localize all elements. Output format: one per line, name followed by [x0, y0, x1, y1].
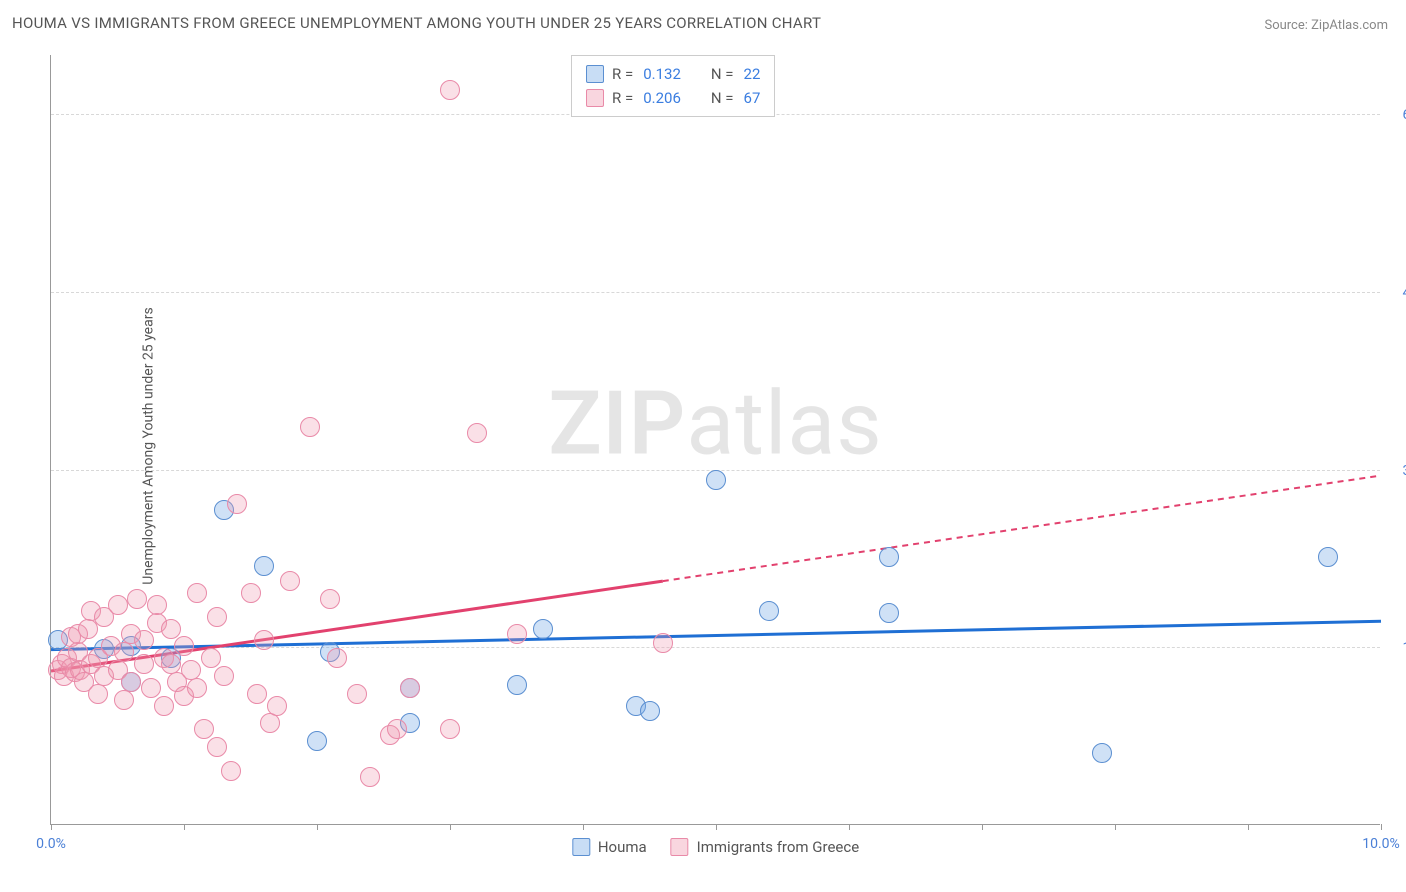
x-tick [849, 824, 850, 830]
data-point [187, 678, 207, 698]
data-point [653, 633, 673, 653]
data-point [400, 678, 420, 698]
chart-title: HOUMA VS IMMIGRANTS FROM GREECE UNEMPLOY… [12, 14, 821, 32]
data-point [147, 595, 167, 615]
data-point [141, 678, 161, 698]
data-point [706, 470, 726, 490]
data-point [114, 690, 134, 710]
x-tick-label: 0.0% [36, 836, 66, 852]
data-point [360, 767, 380, 787]
legend-label-greece: Immigrants from Greece [697, 838, 860, 856]
legend-R-houma: 0.132 [643, 65, 681, 83]
data-point [440, 80, 460, 100]
data-point [207, 737, 227, 757]
data-point [114, 642, 134, 662]
data-point [1092, 743, 1112, 763]
data-point [134, 630, 154, 650]
legend-row-houma: R = 0.132 N = 22 [586, 62, 760, 86]
data-point [194, 719, 214, 739]
data-point [154, 696, 174, 716]
x-tick [184, 824, 185, 830]
x-tick [982, 824, 983, 830]
data-point [440, 719, 460, 739]
swatch-pink [586, 89, 604, 107]
data-point [320, 589, 340, 609]
legend-N-label: N = [711, 65, 734, 83]
data-point [1318, 547, 1338, 567]
data-point [88, 684, 108, 704]
data-point [254, 556, 274, 576]
legend-label-houma: Houma [598, 838, 647, 856]
x-tick [716, 824, 717, 830]
data-point [134, 654, 154, 674]
trend-line-projected [663, 476, 1381, 582]
y-tick-label: 45.0% [1388, 285, 1406, 301]
x-tick [450, 824, 451, 830]
data-point [121, 672, 141, 692]
x-tick [1248, 824, 1249, 830]
legend-item-greece: Immigrants from Greece [671, 838, 860, 856]
data-point [161, 619, 181, 639]
x-tick [1115, 824, 1116, 830]
data-point [247, 684, 267, 704]
legend-R-greece: 0.206 [643, 89, 681, 107]
trend-line [51, 621, 1381, 649]
data-point [254, 630, 274, 650]
x-tick [51, 824, 52, 830]
trend-lines [51, 55, 1380, 824]
swatch-blue [586, 65, 604, 83]
swatch-blue-icon [572, 838, 590, 856]
data-point [507, 624, 527, 644]
data-point [267, 696, 287, 716]
data-point [347, 684, 367, 704]
legend-correlation: R = 0.132 N = 22 R = 0.206 N = 67 [571, 55, 775, 117]
data-point [300, 417, 320, 437]
data-point [640, 701, 660, 721]
legend-N-houma: 22 [744, 65, 761, 83]
data-point [241, 583, 261, 603]
x-tick-label: 10.0% [1362, 836, 1400, 852]
data-point [187, 583, 207, 603]
x-tick [317, 824, 318, 830]
legend-item-houma: Houma [572, 838, 647, 856]
data-point [227, 494, 247, 514]
swatch-pink-icon [671, 838, 689, 856]
y-tick-label: 15.0% [1388, 640, 1406, 656]
data-point [759, 601, 779, 621]
data-point [207, 607, 227, 627]
chart-container: HOUMA VS IMMIGRANTS FROM GREECE UNEMPLOY… [0, 0, 1406, 892]
data-point [507, 675, 527, 695]
y-tick-label: 30.0% [1388, 463, 1406, 479]
plot-area: ZIPatlas 15.0%30.0%45.0%60.0% 0.0%10.0% … [50, 55, 1380, 825]
data-point [201, 648, 221, 668]
data-point [327, 648, 347, 668]
legend-row-greece: R = 0.206 N = 67 [586, 86, 760, 110]
data-point [174, 636, 194, 656]
data-point [307, 731, 327, 751]
legend-R-label: R = [612, 65, 633, 83]
data-point [221, 761, 241, 781]
data-point [108, 595, 128, 615]
source-label: Source: ZipAtlas.com [1264, 18, 1388, 33]
data-point [214, 666, 234, 686]
x-tick [1381, 824, 1382, 830]
data-point [260, 713, 280, 733]
data-point [533, 619, 553, 639]
legend-N-greece: 67 [744, 89, 761, 107]
data-point [879, 603, 899, 623]
y-tick-label: 60.0% [1388, 107, 1406, 123]
data-point [127, 589, 147, 609]
data-point [467, 423, 487, 443]
legend-series: Houma Immigrants from Greece [572, 838, 859, 856]
x-tick [583, 824, 584, 830]
data-point [280, 571, 300, 591]
data-point [879, 547, 899, 567]
data-point [387, 719, 407, 739]
